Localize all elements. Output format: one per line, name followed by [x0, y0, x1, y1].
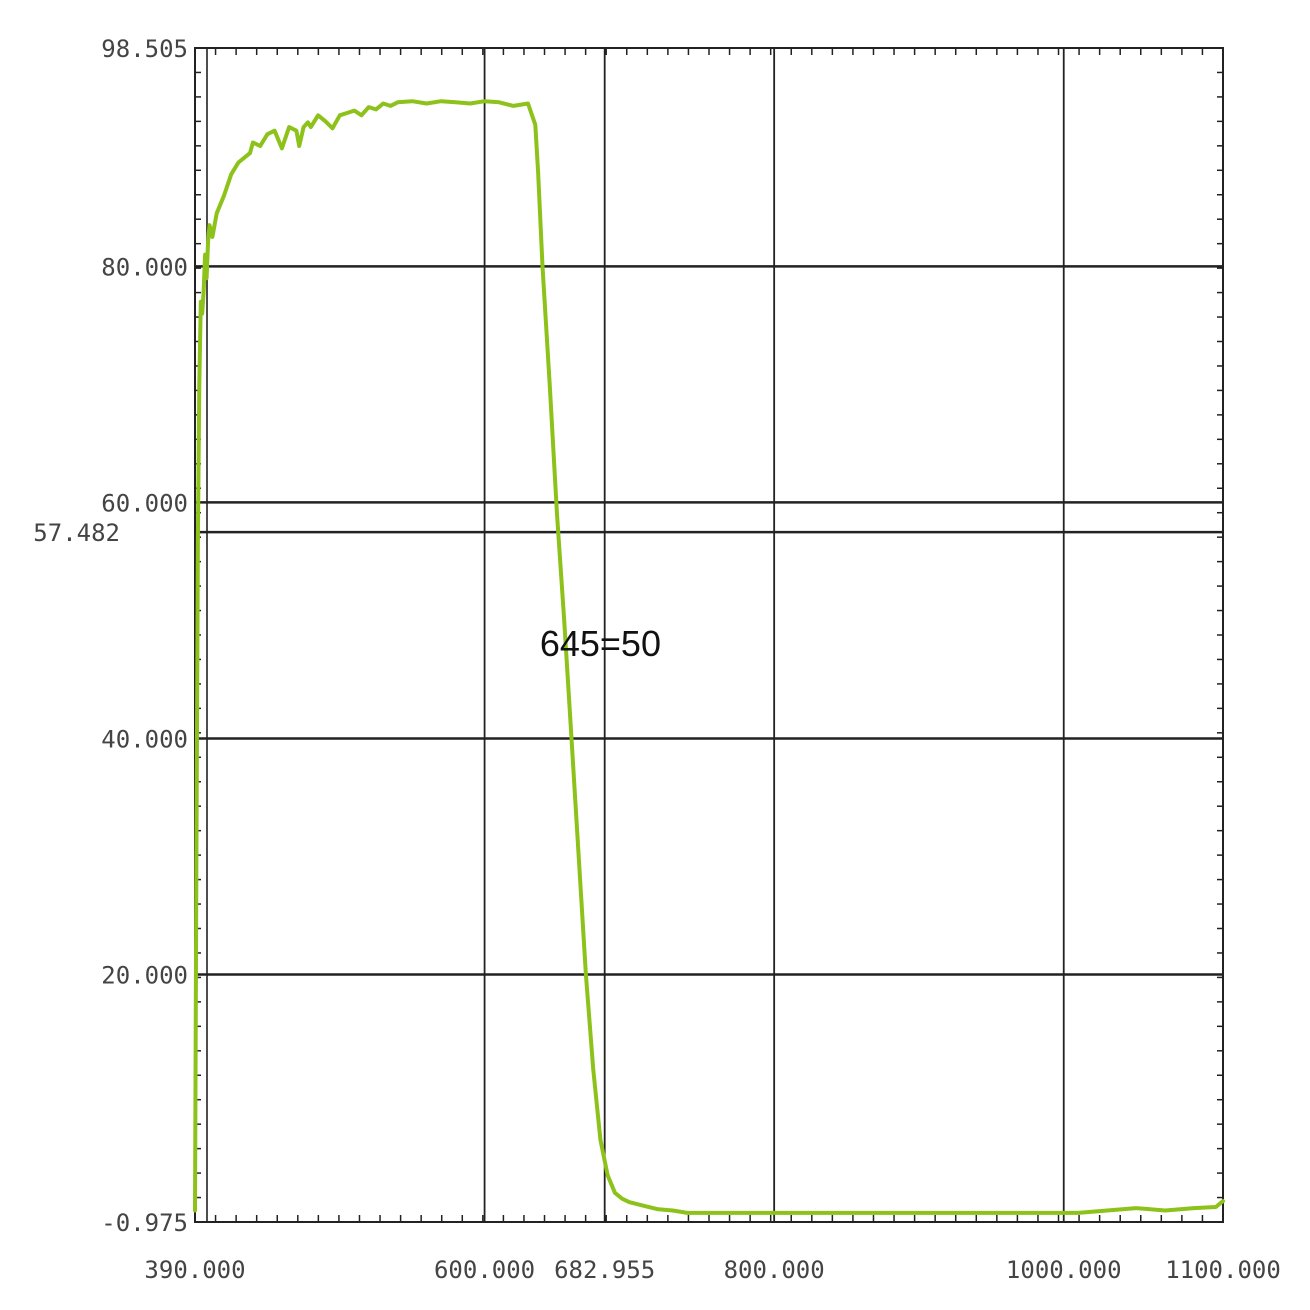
y-tick-label: 80.000: [101, 253, 188, 281]
y-tick-label: 60.000: [101, 489, 188, 517]
x-tick-label: 390.000: [144, 1256, 245, 1284]
grid-lines: [195, 48, 1223, 1222]
y-tick-label: 57.482: [33, 519, 120, 547]
y-tick-label: 40.000: [101, 725, 188, 753]
annotations: 645=50: [540, 623, 661, 664]
minor-ticks: [195, 48, 1223, 1222]
plot-frame: [194, 47, 1224, 1223]
y-tick-label: 20.000: [101, 961, 188, 989]
series-line-0: [193, 99, 1225, 1215]
y-tick-label: 98.505: [101, 35, 188, 63]
plot-border: [194, 47, 1224, 1223]
x-tick-label: 682.955: [554, 1256, 655, 1284]
annotation-label: 645=50: [540, 623, 661, 664]
x-tick-labels: 390.000 600.000 682.955 800.000 1000.000 1100…: [144, 1256, 1280, 1284]
y-tick-label: -0.975: [101, 1209, 188, 1237]
x-tick-label: 800.000: [724, 1256, 825, 1284]
x-tick-label: 1100.000: [1165, 1256, 1281, 1284]
x-tick-label: 1000.000: [1006, 1256, 1122, 1284]
series-layer: [193, 99, 1225, 1215]
x-tick-label: 600.000: [434, 1256, 535, 1284]
